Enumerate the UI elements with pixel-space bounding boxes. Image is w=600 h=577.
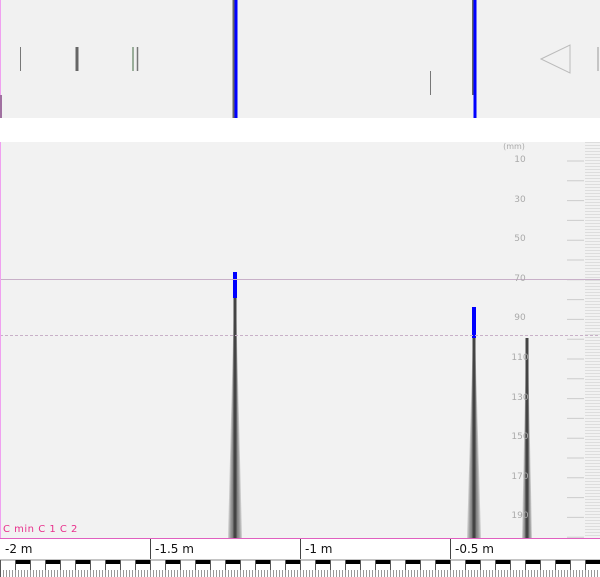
overview-strip [0, 0, 600, 118]
ruler-label: -0.5 m [455, 542, 494, 556]
legend: C min C 1 C 2 [3, 524, 78, 535]
triangle-left-icon[interactable] [539, 44, 571, 74]
ruler-segment [555, 560, 570, 564]
ruler-segment [345, 560, 360, 564]
depth-unit: (mm) [503, 142, 525, 151]
ruler-segment [225, 560, 240, 564]
ruler-segment [285, 560, 300, 564]
ruler-segment [165, 560, 180, 564]
scan-view[interactable]: (mm) 10 30 50 70 90 110 130 150 170 190 [0, 142, 600, 538]
detected-object [472, 307, 476, 338]
distance-ruler[interactable]: -2 m -1.5 m -1 m -0.5 m [0, 538, 600, 577]
ruler-segment [135, 560, 150, 564]
ruler-segment [405, 560, 420, 564]
scan-canvas [0, 142, 600, 538]
ruler-label: -1 m [305, 542, 333, 556]
ruler-label: -1.5 m [155, 542, 194, 556]
depth-label: 190 [511, 511, 529, 522]
signal-peak [228, 272, 242, 538]
signal-peak [522, 338, 532, 538]
ruler-segment [255, 560, 270, 564]
signal-peak [467, 307, 481, 538]
ruler-segment [195, 560, 210, 564]
ruler-segment [435, 560, 450, 564]
ruler-segment [525, 560, 540, 564]
separator [0, 118, 600, 142]
ruler-segment [45, 560, 60, 564]
overview-markers [0, 0, 599, 118]
ruler-segment [495, 560, 510, 564]
depth-label: 50 [514, 234, 526, 245]
detected-object [233, 272, 237, 298]
peak-core [472, 326, 476, 538]
depth-label: 130 [511, 392, 529, 403]
depth-label: 70 [514, 273, 526, 284]
peak-core [525, 338, 529, 538]
ruler-ticks [0, 539, 600, 577]
depth-label: 90 [514, 313, 526, 324]
depth-label: 170 [511, 471, 529, 482]
ruler-segment [375, 560, 390, 564]
ruler-segment [15, 560, 30, 564]
ruler-segment [315, 560, 330, 564]
depth-label: 110 [511, 353, 529, 363]
ruler-segment [585, 560, 600, 564]
ruler-segment [75, 560, 90, 564]
depth-label: 10 [514, 155, 526, 165]
peak-core [233, 292, 237, 538]
depth-label: 150 [511, 432, 529, 443]
ruler-segment [105, 560, 120, 564]
depth-label: 30 [514, 194, 526, 205]
ruler-segment [465, 560, 480, 564]
ruler-label: -2 m [5, 542, 33, 556]
